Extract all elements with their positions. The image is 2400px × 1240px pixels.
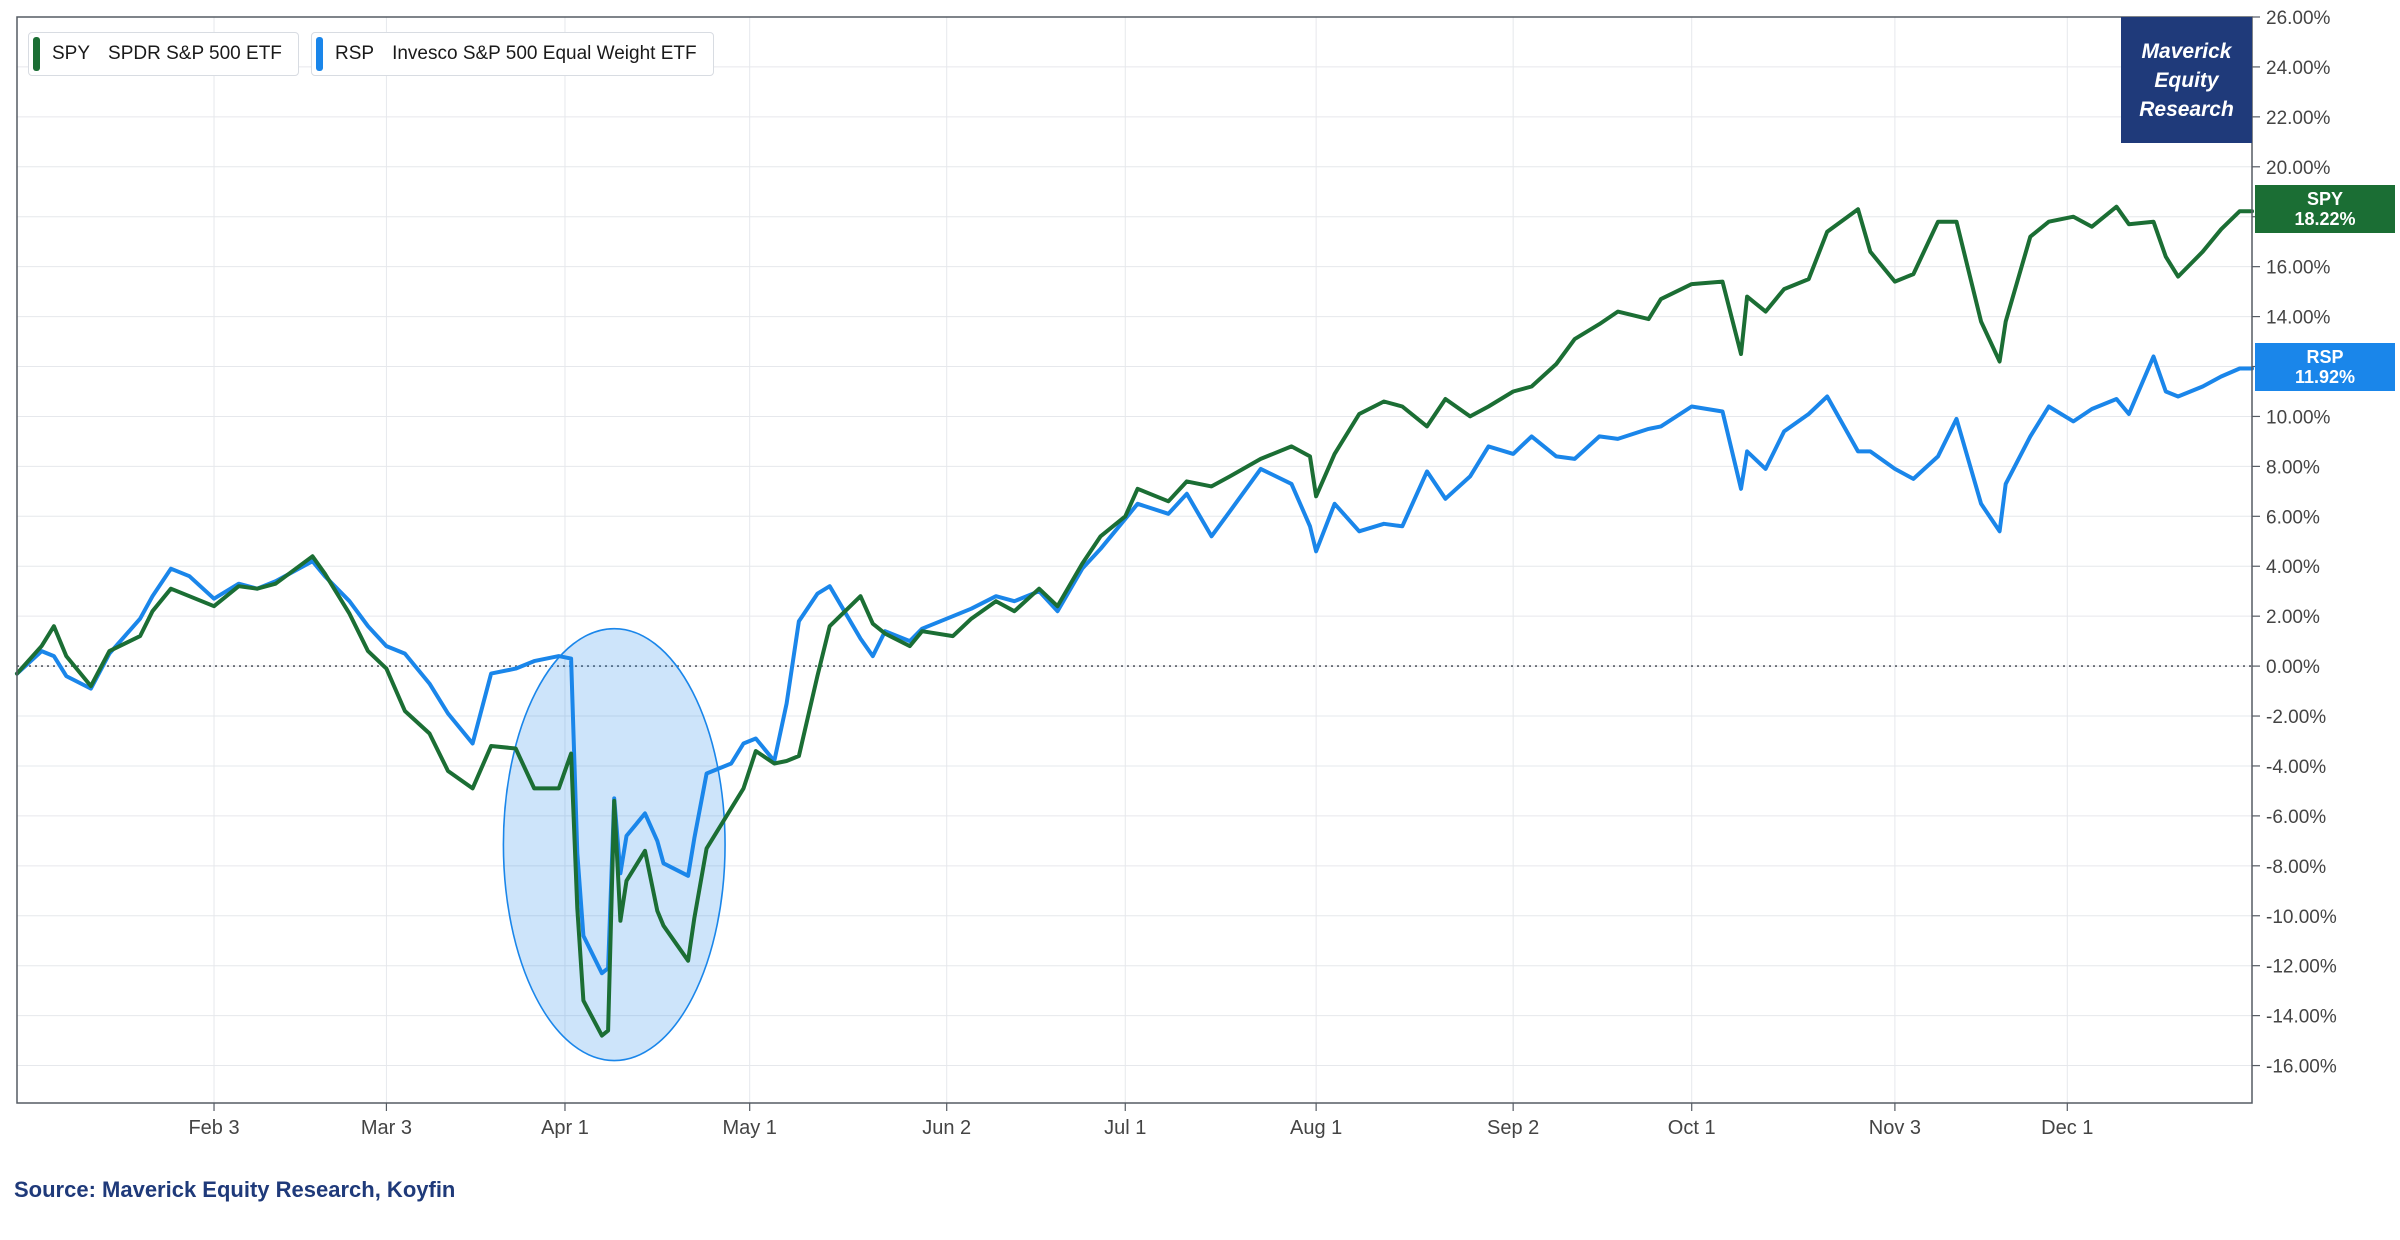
y-tick-label: 16.00% — [2266, 258, 2331, 279]
end-value-tag-spy: SPY 18.22% — [2255, 185, 2395, 233]
x-tick-label: Feb 3 — [188, 1117, 239, 1139]
tag-ticker: SPY — [2306, 189, 2344, 209]
y-tick-label: -4.00% — [2266, 757, 2326, 778]
legend-color-swatch — [316, 37, 323, 71]
y-tick-label: -2.00% — [2266, 707, 2326, 728]
x-tick-label: Jun 2 — [922, 1117, 971, 1139]
y-tick-label: -8.00% — [2266, 857, 2326, 878]
brand-logo: Maverick Equity Research — [2121, 17, 2252, 143]
y-tick-label: 10.00% — [2266, 407, 2331, 428]
x-tick-label: Jul 1 — [1104, 1117, 1146, 1139]
y-tick-label: 8.00% — [2266, 457, 2320, 478]
x-tick-label: Oct 1 — [1668, 1117, 1716, 1139]
brand-line: Maverick — [2141, 39, 2232, 63]
y-tick-label: -16.00% — [2266, 1057, 2337, 1078]
x-tick-label: Sep 2 — [1487, 1117, 1539, 1139]
legend-ticker: RSP — [335, 43, 375, 64]
legend-name: SPDR S&P 500 ETF — [108, 43, 282, 64]
y-tick-label: 14.00% — [2266, 308, 2331, 329]
legend-item-spy[interactable]: SPY SPDR S&P 500 ETF — [28, 32, 299, 76]
grid-lines — [17, 17, 2252, 1103]
y-tick-label: -6.00% — [2266, 807, 2326, 828]
y-tick-label: 6.00% — [2266, 507, 2320, 528]
tag-value: 18.22% — [2294, 209, 2356, 229]
x-tick-label: Nov 3 — [1869, 1117, 1921, 1139]
source-caption: Source: Maverick Equity Research, Koyfin — [14, 1177, 456, 1202]
tag-value: 11.92% — [2294, 367, 2356, 387]
brand-line: Equity — [2154, 68, 2219, 92]
y-tick-label: 26.00% — [2266, 8, 2331, 29]
tag-ticker: RSP — [2306, 347, 2344, 367]
y-tick-label: -14.00% — [2266, 1007, 2337, 1028]
y-tick-label: 0.00% — [2266, 657, 2320, 678]
x-tick-label: Aug 1 — [1290, 1117, 1342, 1139]
end-value-tag-rsp: RSP 11.92% — [2255, 343, 2395, 391]
x-tick-label: Mar 3 — [361, 1117, 412, 1139]
y-tick-label: 4.00% — [2266, 557, 2320, 578]
y-tick-label: -12.00% — [2266, 957, 2337, 978]
x-axis: Feb 3 Mar 3 Apr 1 May 1 Jun 2 Jul 1 Aug 1 Sep 2… — [188, 1103, 2093, 1139]
brand-line: Research — [2139, 97, 2234, 121]
legend-ticker: SPY — [52, 43, 91, 64]
y-tick-label: 2.00% — [2266, 607, 2320, 628]
plot-frame — [16, 16, 2253, 1104]
y-tick-label: -10.00% — [2266, 907, 2337, 928]
x-tick-label: Apr 1 — [541, 1117, 589, 1139]
y-tick-label: 24.00% — [2266, 58, 2331, 79]
series-lines — [15, 204, 2254, 1038]
series-line-rsp — [15, 354, 2254, 976]
x-tick-label: Dec 1 — [2041, 1117, 2093, 1139]
legend-color-swatch — [33, 37, 40, 71]
legend-item-rsp[interactable]: RSP Invesco S&P 500 Equal Weight ETF — [311, 32, 714, 76]
legend-name: Invesco S&P 500 Equal Weight ETF — [392, 43, 697, 64]
x-tick-label: May 1 — [722, 1117, 776, 1139]
y-axis: 26.00%24.00%22.00%20.00%18.00%16.00%14.0… — [2252, 8, 2337, 1078]
y-tick-label: 22.00% — [2266, 108, 2331, 129]
series-line-spy — [15, 204, 2254, 1038]
y-tick-label: 20.00% — [2266, 158, 2331, 179]
